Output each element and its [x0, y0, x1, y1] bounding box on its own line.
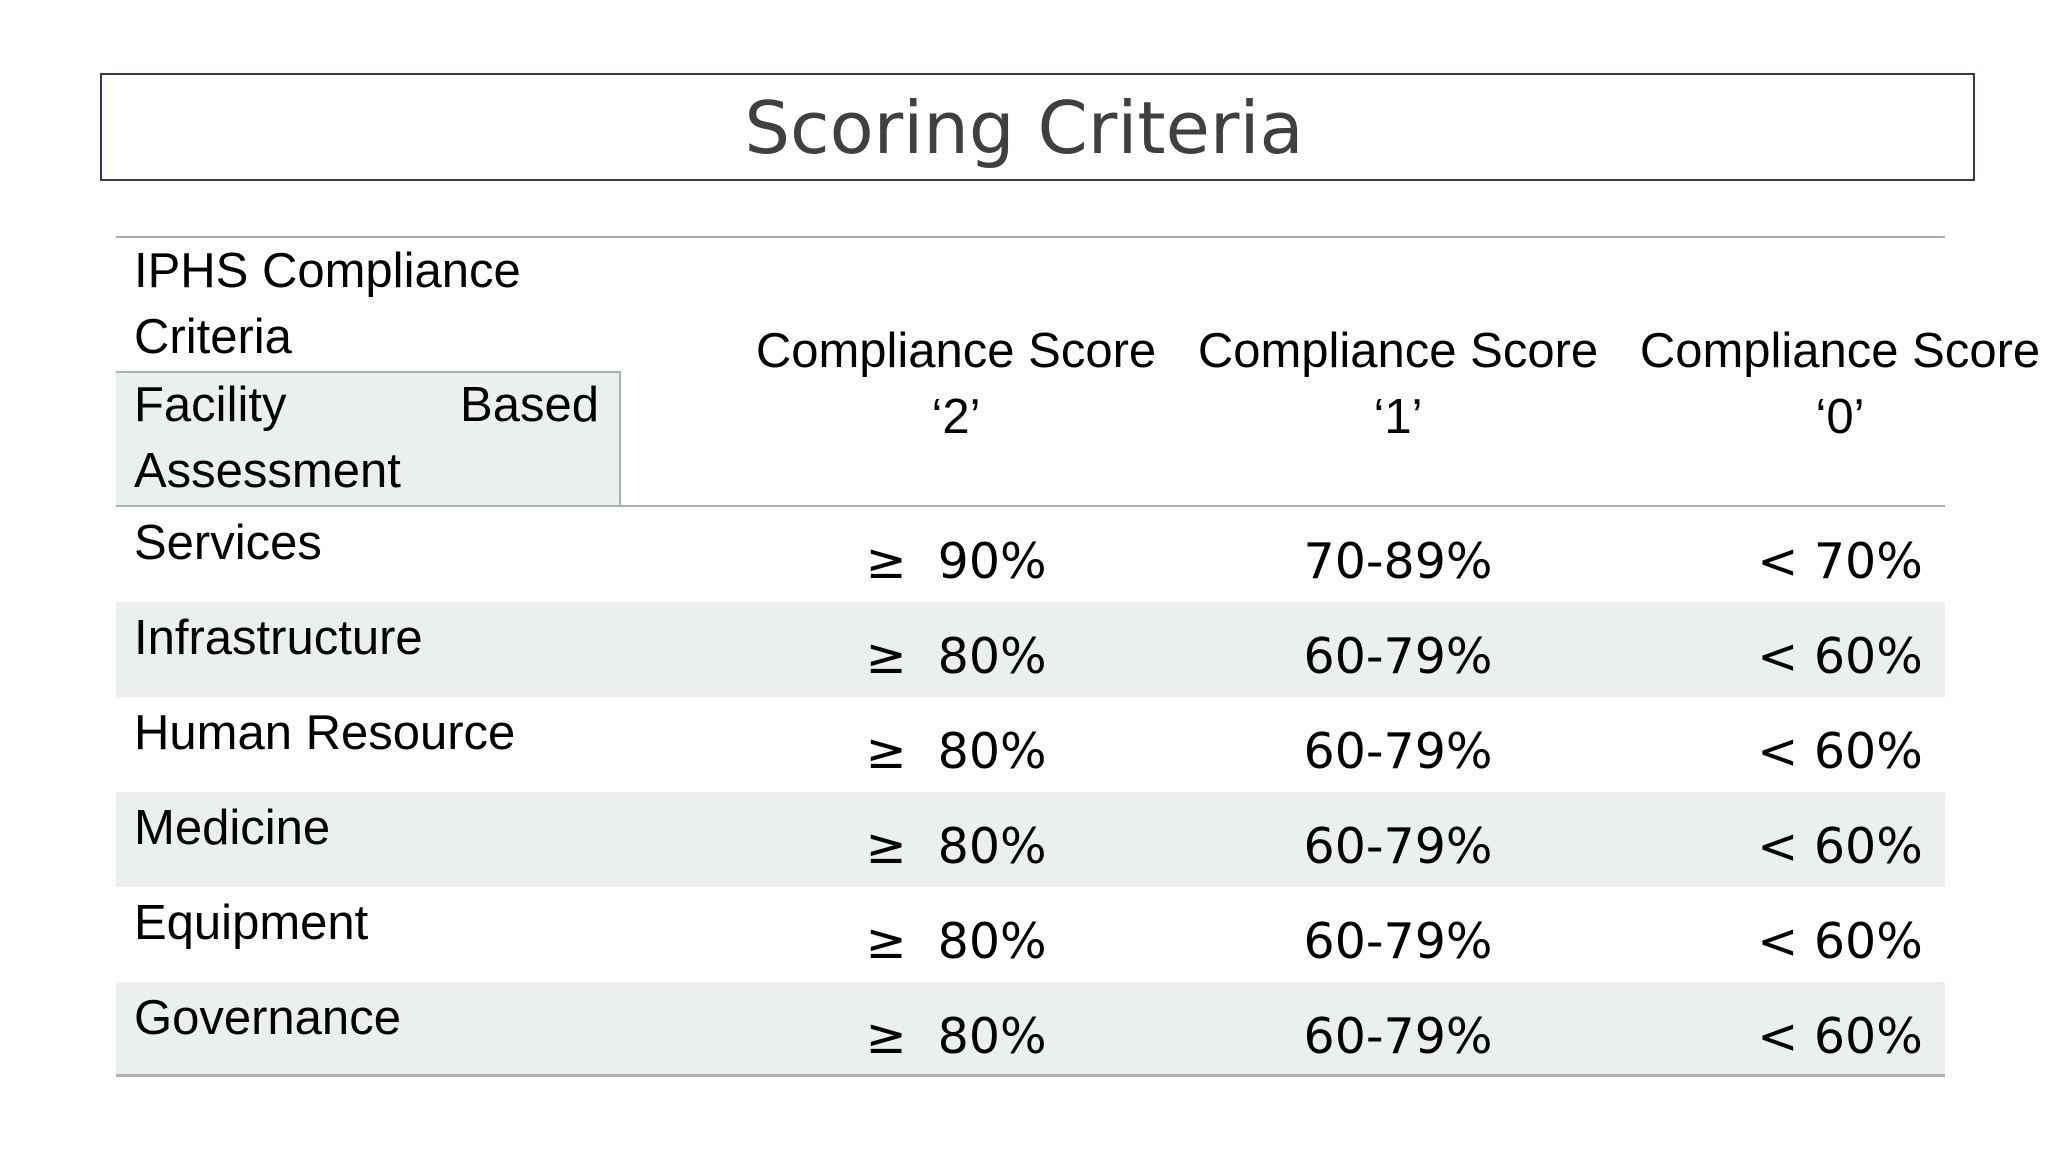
score-2-cell: ≥ 80%: [865, 723, 1047, 780]
score-0-cell: < 60%: [1757, 1008, 1923, 1065]
page-title: Scoring Criteria: [744, 86, 1304, 170]
table-row: Human Resource ≥ 80% 60-79% < 60%: [116, 697, 1945, 792]
header-score-0: Compliance Score ‘0’: [1639, 324, 2041, 444]
score-1-cell: 60-79%: [1303, 723, 1493, 780]
row-label: Human Resource: [134, 706, 516, 760]
score-2-cell: ≥ 90%: [865, 533, 1047, 590]
score-1-cell: 60-79%: [1303, 818, 1493, 875]
row-label: Services: [134, 516, 322, 570]
title-frame: [100, 73, 1975, 181]
score-2-cell: ≥ 80%: [865, 628, 1047, 685]
score-0-cell: < 60%: [1757, 818, 1923, 875]
score-0-cell: < 60%: [1757, 913, 1923, 970]
table-top-rule: [116, 236, 1945, 238]
score-0-cell: < 60%: [1757, 628, 1923, 685]
header-score-1: Compliance Score ‘1’: [1197, 324, 1599, 444]
table-row: Medicine ≥ 80% 60-79% < 60%: [116, 792, 1945, 887]
header-score-2: Compliance Score ‘2’: [755, 324, 1157, 444]
score-2-cell: ≥ 80%: [865, 913, 1047, 970]
score-2-cell: ≥ 80%: [865, 1008, 1047, 1065]
table-row: Equipment ≥ 80% 60-79% < 60%: [116, 887, 1945, 982]
header-subheader: Facility Based Assessment: [134, 378, 599, 498]
row-label: Governance: [134, 991, 401, 1045]
score-1-cell: 70-89%: [1303, 533, 1493, 590]
header-bottom-rule: [116, 505, 1945, 507]
row-label: Infrastructure: [134, 611, 423, 665]
score-1-cell: 60-79%: [1303, 1008, 1493, 1065]
subheader-cell: [116, 371, 621, 506]
score-0-cell: < 60%: [1757, 723, 1923, 780]
table-row: Governance ≥ 80% 60-79% < 60%: [116, 982, 1945, 1077]
score-1-cell: 60-79%: [1303, 913, 1493, 970]
score-1-cell: 60-79%: [1303, 628, 1493, 685]
score-2-cell: ≥ 80%: [865, 818, 1047, 875]
scoring-table: IPHS Compliance Criteria Facility Based …: [116, 236, 2040, 1077]
table-row: Services ≥ 90% 70-89% < 70%: [116, 507, 1945, 602]
row-label: Equipment: [134, 896, 369, 950]
table-bottom-rule: [116, 1074, 1945, 1077]
score-0-cell: < 70%: [1757, 533, 1923, 590]
row-label: Medicine: [134, 801, 331, 855]
table-row: Infrastructure ≥ 80% 60-79% < 60%: [116, 602, 1945, 697]
header-criteria: IPHS Compliance Criteria: [134, 244, 521, 364]
